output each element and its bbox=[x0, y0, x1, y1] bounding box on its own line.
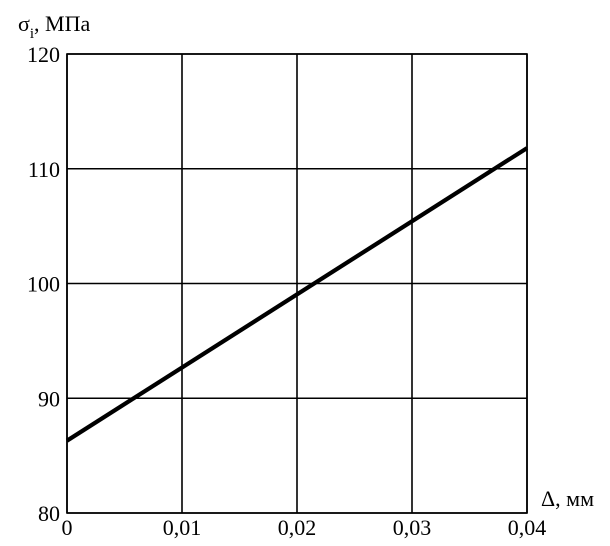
x-tick-label: 0,01 bbox=[163, 515, 202, 540]
x-tick-label: 0,03 bbox=[393, 515, 432, 540]
x-tick-label: 0 bbox=[62, 515, 73, 540]
grid bbox=[66, 53, 528, 514]
y-axis-label: σi, МПа bbox=[18, 11, 90, 42]
x-tick-label: 0,02 bbox=[278, 515, 317, 540]
x-tick-labels: 0 0,01 0,02 0,03 0,04 bbox=[62, 515, 547, 540]
y-tick-labels: 80 90 100 110 120 bbox=[27, 42, 60, 526]
y-tick-label: 80 bbox=[38, 501, 60, 526]
y-axis-label-unit: , МПа bbox=[34, 11, 90, 36]
x-axis-label: Δ, мм bbox=[541, 486, 594, 511]
y-tick-label: 120 bbox=[27, 42, 60, 67]
x-tick-label: 0,04 bbox=[508, 515, 547, 540]
series-line bbox=[65, 146, 529, 443]
plot-frame bbox=[66, 53, 528, 514]
y-axis-label-symbol: σ bbox=[18, 11, 30, 36]
y-axis-label-subscript: i bbox=[30, 26, 34, 42]
series-layer bbox=[65, 146, 529, 443]
y-tick-label: 100 bbox=[27, 272, 60, 297]
y-tick-label: 90 bbox=[38, 386, 60, 411]
y-tick-label: 110 bbox=[28, 157, 60, 182]
